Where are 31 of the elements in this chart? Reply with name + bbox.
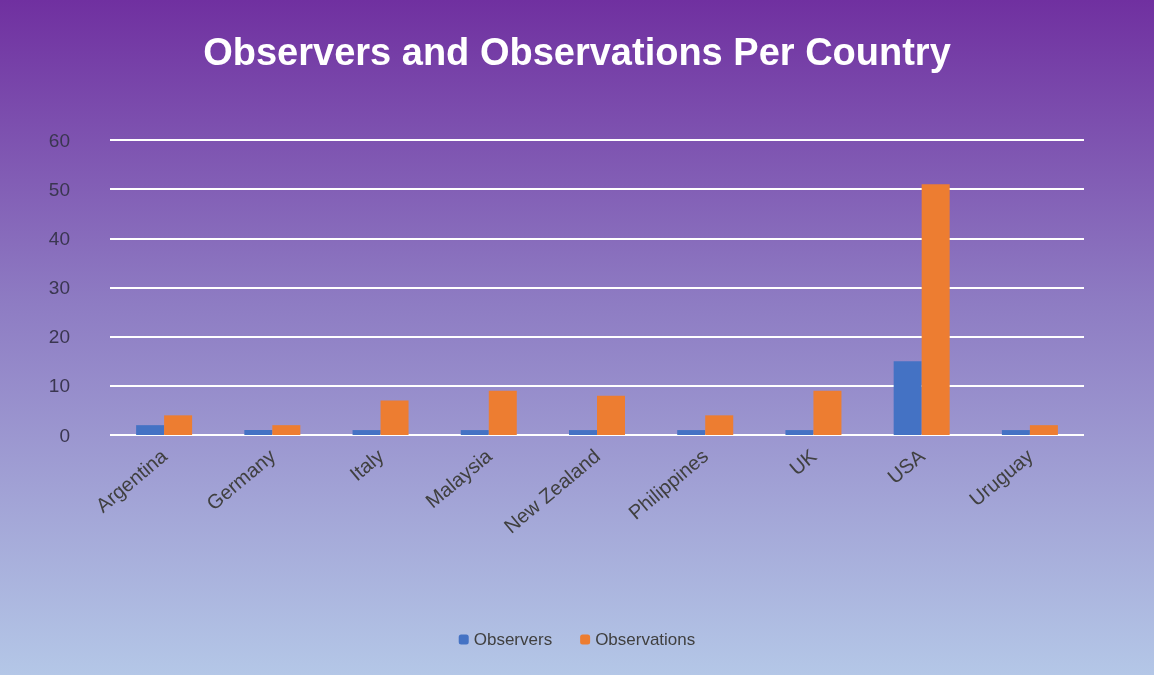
- y-tick-label: 30: [48, 277, 70, 298]
- bar: [569, 430, 597, 435]
- bar: [597, 395, 625, 435]
- y-tick-label: 20: [48, 326, 70, 348]
- bar: [244, 430, 273, 435]
- bar: [813, 390, 842, 435]
- bar: [380, 400, 409, 435]
- legend-label: Observations: [595, 630, 696, 649]
- chart-title: Observers and Observations Per Country: [203, 31, 951, 73]
- x-tick-label: Italy: [345, 444, 388, 486]
- y-tick-label: 10: [48, 375, 70, 397]
- bar: [352, 430, 381, 435]
- bar: [1029, 425, 1058, 435]
- bar: [921, 184, 950, 435]
- bar: [785, 430, 814, 435]
- bar: [677, 430, 706, 435]
- bar: [272, 425, 301, 435]
- legend-label: Observers: [473, 630, 553, 649]
- y-tick-label: 60: [48, 129, 70, 151]
- bar: [488, 390, 517, 435]
- bar: [893, 361, 922, 435]
- y-tick-label: 40: [48, 227, 70, 249]
- bar: [705, 415, 734, 435]
- bar: [1001, 430, 1030, 435]
- y-tick-label: 50: [48, 178, 70, 200]
- y-tick-label: 0: [59, 424, 70, 446]
- x-tick-label: UK: [785, 444, 822, 480]
- bar: [460, 430, 489, 435]
- bar: [164, 415, 193, 435]
- bar: [136, 425, 165, 435]
- x-tick-label: USA: [883, 444, 930, 488]
